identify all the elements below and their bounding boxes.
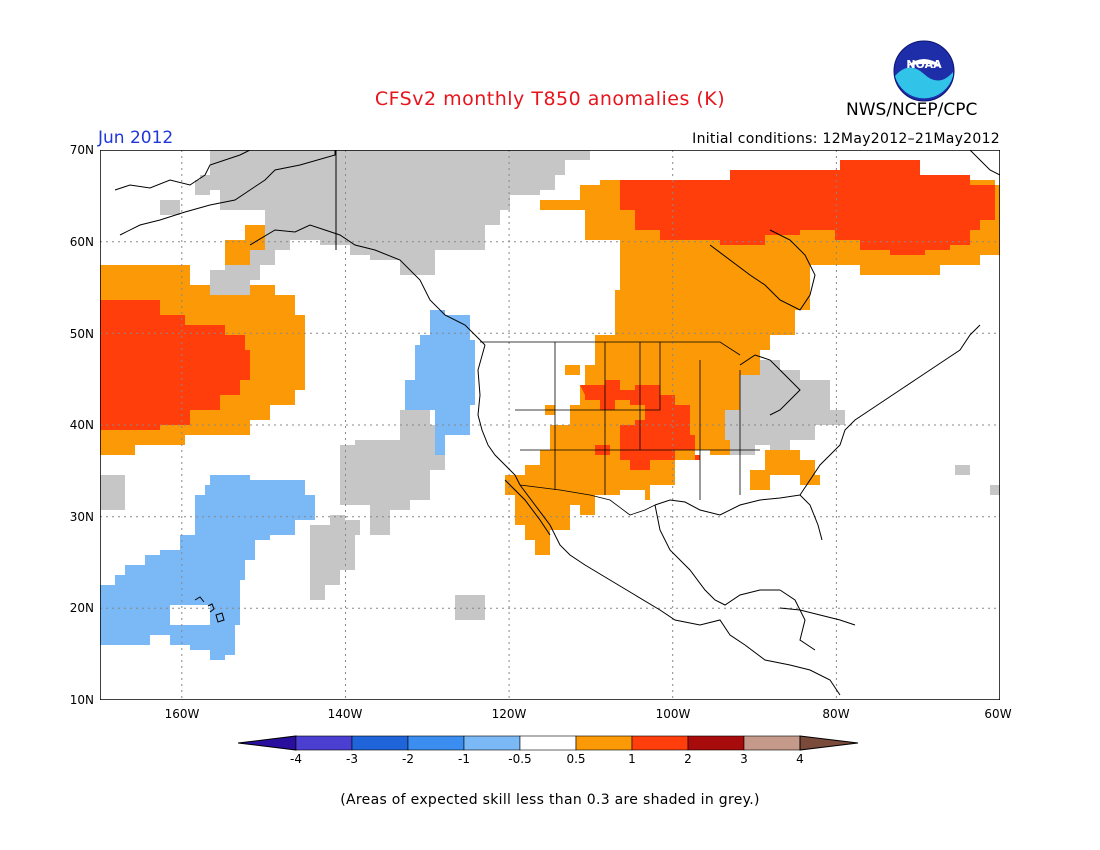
anomaly-1-to-2 [100, 160, 995, 470]
map-title: CFSv2 monthly T850 anomalies (K) [374, 88, 726, 110]
colorbar-cell-10 [799, 735, 859, 751]
colorbar-cell-1 [295, 735, 353, 751]
colorbar-cell-3 [407, 735, 465, 751]
lat-label-40n: 40N [69, 418, 94, 432]
colorbar-label: -2 [402, 752, 414, 766]
colorbar-label: -0.5 [508, 752, 532, 766]
initial-conditions: Initial conditions: 12May2012–21May2012 [692, 131, 1000, 147]
logo-text: NOAA [906, 58, 942, 71]
lon-label-140w: 140W [327, 707, 363, 721]
lat-label-50n: 50N [69, 327, 94, 341]
skill-note: (Areas of expected skill less than 0.3 a… [340, 792, 760, 808]
lon-label-60w: 60W [984, 707, 1012, 721]
colorbar-cell-0 [238, 735, 297, 751]
colorbar-label: 4 [796, 752, 804, 766]
political-borders [480, 341, 760, 516]
colorbar [238, 735, 859, 751]
colorbar-label: 3 [740, 752, 748, 766]
lat-label-30n: 30N [69, 510, 94, 524]
anomaly-neg0p5-to-neg1 [100, 310, 475, 660]
colorbar-label: 0.5 [566, 752, 586, 766]
anomaly-map [100, 150, 1000, 700]
lat-label-20n: 20N [69, 601, 94, 615]
colorbar-cell-4 [463, 735, 521, 751]
lat-label-10n: 10N [69, 693, 94, 707]
lon-label-80w: 80W [822, 707, 850, 721]
coastlines [114, 150, 1000, 696]
forecast-period: Jun 2012 [98, 128, 174, 148]
colorbar-label: -1 [458, 752, 470, 766]
lon-label-160w: 160W [164, 707, 200, 721]
organization-label: NWS/NCEP/CPC [846, 100, 978, 120]
colorbar-label: 2 [684, 752, 692, 766]
colorbar-cell-9 [743, 735, 801, 751]
lat-label-70n: 70N [69, 143, 94, 157]
colorbar-cell-7 [631, 735, 689, 751]
lon-label-100w: 100W [655, 707, 691, 721]
colorbar-label: -4 [290, 752, 302, 766]
colorbar-label: 1 [628, 752, 636, 766]
colorbar-cell-2 [351, 735, 409, 751]
lon-label-120w: 120W [491, 707, 527, 721]
colorbar-cell-6 [575, 735, 633, 751]
lat-label-60n: 60N [69, 235, 94, 249]
colorbar-cell-8 [687, 735, 745, 751]
colorbar-label: -3 [346, 752, 358, 766]
colorbar-cell-5 [519, 735, 577, 751]
noaa-logo-icon: NOAA [893, 40, 955, 102]
